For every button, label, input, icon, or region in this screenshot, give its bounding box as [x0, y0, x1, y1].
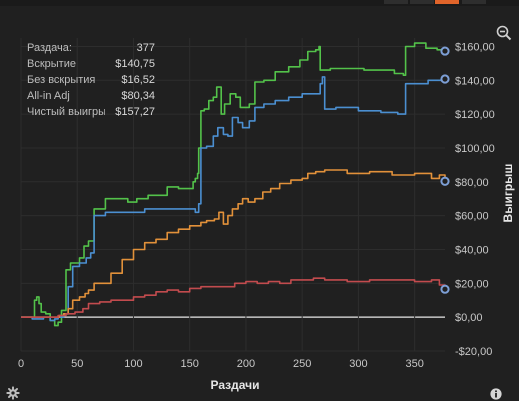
- stat-value: 377: [136, 42, 155, 54]
- window-control[interactable]: [462, 0, 486, 4]
- x-axis-label: Раздачи: [211, 378, 260, 392]
- series-endpoint-marker-2[interactable]: [440, 176, 450, 186]
- stat-label: Вскрытие: [27, 58, 76, 70]
- window-control-active[interactable]: [435, 0, 459, 4]
- series-line-3: [21, 277, 446, 318]
- y-tick-label: $80,00: [455, 177, 489, 189]
- series-endpoint-marker-3[interactable]: [440, 284, 450, 294]
- stat-allin-adj: All-in Adj $80,34: [27, 90, 155, 106]
- x-tick-label: 250: [293, 358, 311, 370]
- stat-net-won: Чистый выигрыш $157,27: [27, 106, 155, 122]
- stat-value: $16,52: [121, 74, 155, 86]
- stat-value: $140,75: [115, 58, 155, 70]
- stat-value: $80,34: [121, 90, 155, 102]
- stat-non-showdown: Без вскрытия $16,52: [27, 74, 155, 90]
- x-tick-label: 200: [237, 358, 255, 370]
- y-tick-label: -$20,00: [455, 346, 492, 358]
- y-axis-label: Выигрыш: [501, 164, 515, 223]
- window-control[interactable]: [384, 0, 408, 4]
- x-tick-label: 0: [18, 358, 24, 370]
- series-endpoints: [440, 46, 450, 294]
- series-endpoint-marker-1[interactable]: [440, 74, 450, 84]
- stat-label: Раздача:: [27, 42, 72, 54]
- chart-grid: [20, 38, 445, 352]
- stat-hands: Раздача: 377: [27, 42, 155, 58]
- y-tick-label: $0,00: [455, 312, 483, 324]
- stat-showdown: Вскрытие $140,75: [27, 58, 155, 74]
- chart-series: [21, 42, 446, 327]
- stat-label: Чистый выигрыш: [27, 106, 105, 118]
- series-line-1: [21, 76, 446, 322]
- x-tick-label: 50: [71, 358, 83, 370]
- x-tick-label: 100: [124, 358, 142, 370]
- y-tick-label: $60,00: [455, 211, 489, 223]
- y-tick-label: $120,00: [455, 109, 495, 121]
- y-tick-label: $160,00: [455, 41, 495, 53]
- series-line-2: [21, 169, 446, 318]
- stat-label: All-in Adj: [27, 90, 70, 102]
- gear-icon[interactable]: [6, 386, 20, 400]
- window-title-bar: [0, 0, 519, 6]
- x-axis-ticks: 0 50 100 150 200 250 300 350: [18, 358, 424, 370]
- x-tick-label: 350: [405, 358, 423, 370]
- stat-label: Без вскрытия: [27, 74, 96, 86]
- zoom-out-icon[interactable]: [496, 25, 512, 41]
- x-tick-label: 300: [349, 358, 367, 370]
- y-tick-label: $100,00: [455, 143, 495, 155]
- stats-panel: Раздача: 377 Вскрытие $140,75 Без вскрыт…: [27, 42, 155, 122]
- x-tick-label: 150: [181, 358, 199, 370]
- info-icon[interactable]: [490, 388, 502, 400]
- stat-value: $157,27: [115, 106, 155, 118]
- series-line-0: [21, 42, 446, 327]
- y-tick-label: $40,00: [455, 244, 489, 256]
- y-axis-ticks: -$20,00 $0,00 $20,00 $40,00 $60,00 $80,00 $100…: [455, 41, 495, 358]
- series-endpoint-marker-0[interactable]: [440, 46, 450, 56]
- y-tick-label: $20,00: [455, 278, 489, 290]
- y-tick-label: $140,00: [455, 75, 495, 87]
- window-control[interactable]: [410, 0, 434, 4]
